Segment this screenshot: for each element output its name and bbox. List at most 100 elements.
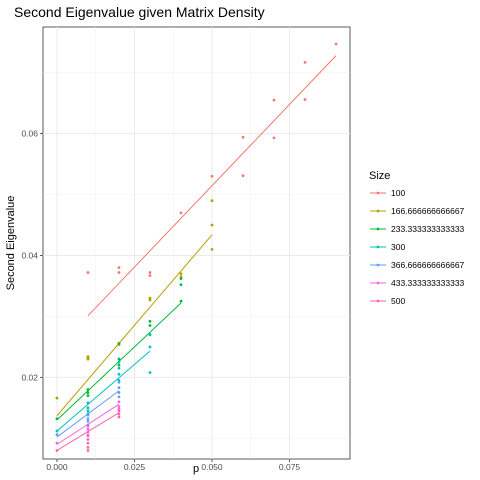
data-point bbox=[117, 380, 121, 384]
data-point bbox=[86, 427, 90, 431]
data-point bbox=[86, 424, 90, 428]
data-point bbox=[117, 395, 121, 399]
y-tick-label: 0.06 bbox=[21, 129, 38, 139]
data-points bbox=[55, 42, 338, 452]
data-point bbox=[55, 441, 59, 445]
legend-title: Size bbox=[369, 170, 390, 182]
data-point bbox=[86, 419, 90, 423]
legend: Size 100 166.666666666667 233.333333333333… bbox=[369, 170, 465, 306]
data-point bbox=[86, 388, 90, 391]
legend-key-point bbox=[376, 263, 380, 267]
x-tick-label: 0.050 bbox=[201, 462, 223, 472]
data-point bbox=[86, 446, 90, 449]
data-point bbox=[117, 400, 121, 404]
data-point bbox=[55, 396, 59, 400]
data-point bbox=[272, 136, 276, 140]
data-point bbox=[117, 357, 121, 361]
data-point bbox=[148, 345, 152, 349]
legend-label: 233.333333333333 bbox=[391, 224, 465, 234]
data-point bbox=[117, 271, 121, 274]
x-axis-label: p bbox=[193, 463, 199, 475]
data-point bbox=[86, 401, 90, 405]
legend-label: 366.666666666667 bbox=[391, 260, 465, 270]
data-point bbox=[86, 417, 90, 421]
data-point bbox=[117, 372, 121, 376]
fit-line bbox=[56, 234, 213, 417]
fit-line bbox=[56, 350, 151, 432]
y-tick-label: 0.04 bbox=[21, 250, 38, 260]
data-point bbox=[117, 409, 121, 413]
data-point bbox=[86, 271, 90, 274]
data-point bbox=[86, 441, 90, 445]
grid-lines bbox=[43, 27, 350, 459]
data-point bbox=[148, 271, 152, 274]
data-point bbox=[86, 409, 90, 413]
fit-line bbox=[87, 55, 337, 317]
data-point bbox=[303, 60, 307, 64]
y-tick-label: 0.02 bbox=[21, 372, 38, 382]
legend-item: 100 bbox=[370, 188, 405, 198]
legend-item: 500 bbox=[370, 296, 405, 306]
data-point bbox=[117, 366, 121, 370]
y-axis-label: Second Eigenvalue bbox=[5, 196, 17, 291]
data-point bbox=[241, 174, 245, 178]
data-point bbox=[241, 135, 245, 139]
legend-label: 100 bbox=[391, 188, 405, 198]
data-point bbox=[55, 433, 59, 437]
data-point bbox=[179, 283, 183, 287]
data-point bbox=[179, 272, 183, 276]
legend-label: 500 bbox=[391, 296, 405, 306]
data-point bbox=[86, 438, 90, 441]
data-point bbox=[303, 98, 307, 101]
legend-item: 166.666666666667 bbox=[370, 206, 465, 216]
data-point bbox=[117, 391, 121, 394]
data-point bbox=[55, 429, 59, 433]
data-point bbox=[179, 277, 183, 281]
data-point bbox=[272, 98, 276, 102]
data-point bbox=[148, 333, 152, 337]
data-point bbox=[148, 298, 152, 302]
data-point bbox=[179, 299, 183, 303]
legend-key-point bbox=[376, 245, 380, 249]
data-point bbox=[117, 405, 121, 408]
legend-label: 300 bbox=[391, 242, 405, 252]
legend-item: 233.333333333333 bbox=[370, 224, 465, 234]
data-point bbox=[117, 360, 121, 364]
data-point bbox=[86, 406, 90, 410]
data-point bbox=[179, 211, 183, 215]
data-point bbox=[210, 223, 214, 227]
data-point bbox=[117, 363, 121, 367]
axes: 0.000 0.025 0.050 0.075 0.02 0.04 0.06 bbox=[21, 129, 300, 472]
data-point bbox=[86, 394, 90, 398]
legend-key-point bbox=[376, 209, 380, 213]
data-point bbox=[86, 430, 90, 434]
data-point bbox=[86, 413, 90, 417]
plot-panel bbox=[42, 26, 351, 460]
legend-item: 433.333333333333 bbox=[370, 278, 465, 288]
legend-label: 166.666666666667 bbox=[391, 206, 465, 216]
legend-label: 433.333333333333 bbox=[391, 278, 465, 288]
x-tick-label: 0.000 bbox=[46, 462, 68, 472]
data-point bbox=[86, 433, 90, 437]
x-tick-label: 0.025 bbox=[124, 462, 146, 472]
data-point bbox=[117, 266, 121, 270]
data-point bbox=[210, 247, 214, 251]
data-point bbox=[334, 42, 338, 46]
chart-title: Second Eigenvalue given Matrix Density bbox=[14, 4, 265, 20]
data-point bbox=[210, 199, 214, 203]
data-point bbox=[117, 386, 121, 390]
data-point bbox=[117, 412, 121, 416]
data-point bbox=[86, 449, 90, 452]
legend-item: 300 bbox=[370, 242, 405, 252]
data-point bbox=[148, 324, 152, 327]
data-point bbox=[55, 449, 59, 452]
x-tick-label: 0.075 bbox=[279, 462, 301, 472]
data-point bbox=[210, 174, 214, 178]
legend-key-point bbox=[376, 227, 380, 231]
legend-key-point bbox=[376, 299, 380, 303]
legend-key-point bbox=[376, 191, 380, 195]
data-point bbox=[86, 357, 90, 361]
data-point bbox=[148, 274, 152, 277]
data-point bbox=[86, 391, 90, 394]
